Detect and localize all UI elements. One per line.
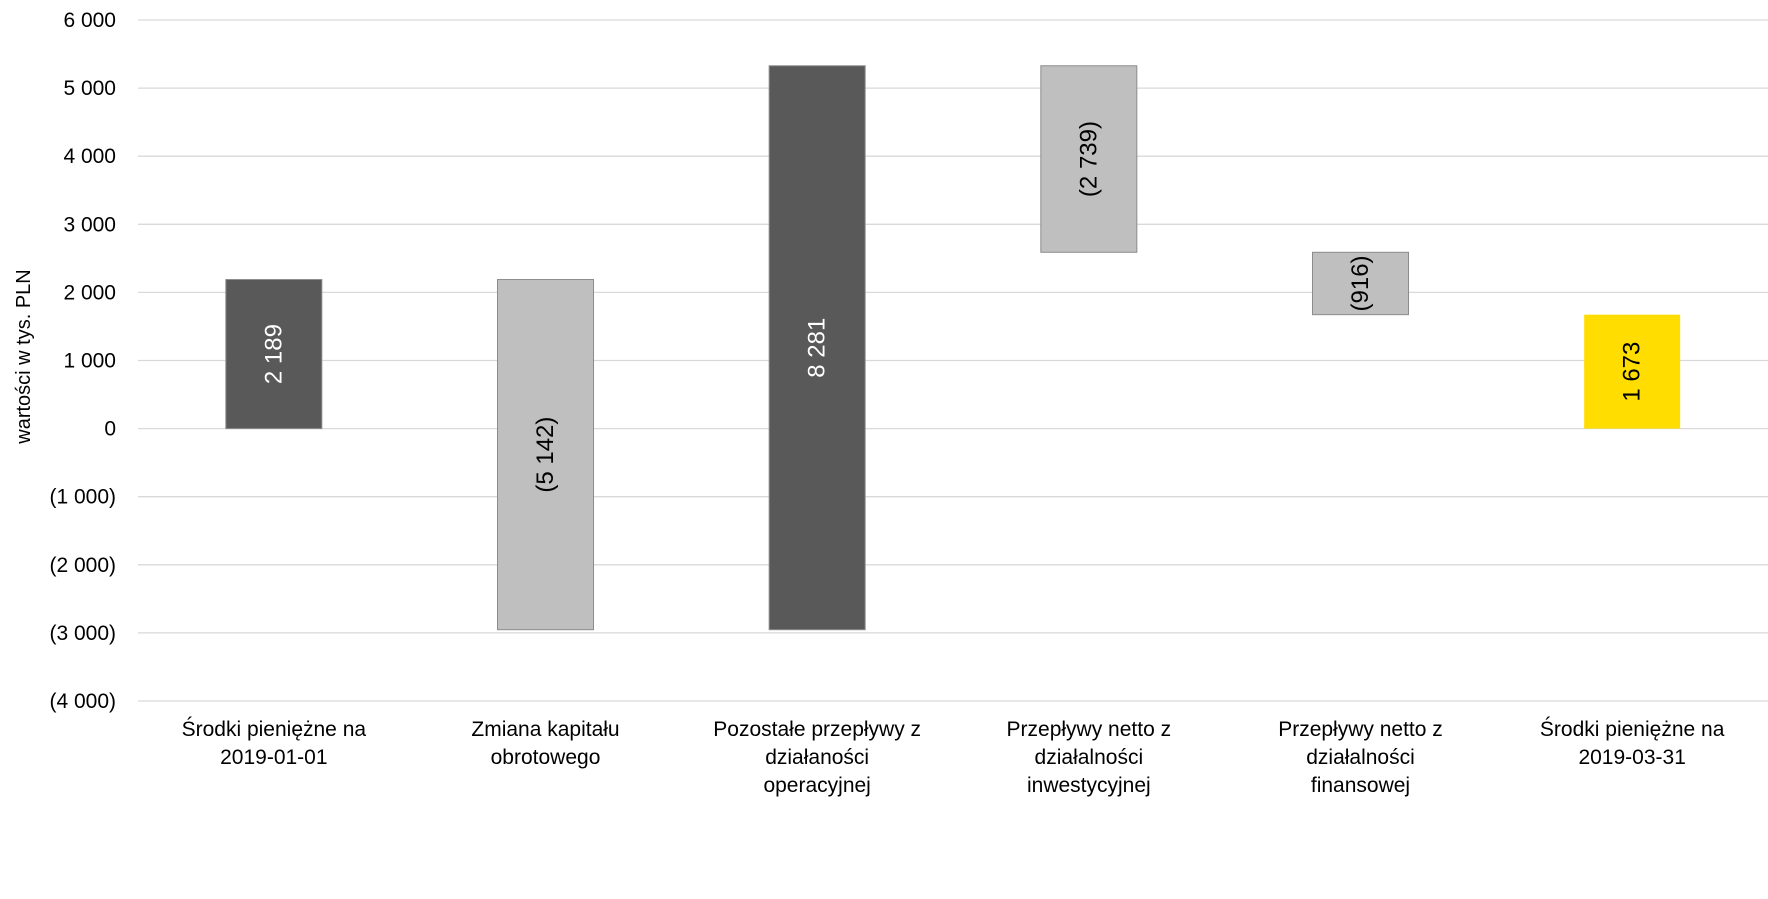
bar xyxy=(225,279,323,430)
bar-value-label: (2 739) xyxy=(1075,121,1102,197)
bar xyxy=(1040,65,1138,253)
x-category-label: Przepływy netto z działalności finansowej xyxy=(1278,718,1443,797)
y-axis-ticks: 6 000 5 000 4 000 3 000 2 000 1 000 0 (1 000) (2… xyxy=(49,9,116,713)
bars xyxy=(225,65,1681,631)
bar-value-label: 8 281 xyxy=(804,318,831,378)
bar-value-label: (5 142) xyxy=(532,417,559,493)
x-category-label: Zmiana kapitału obrotowego xyxy=(471,718,619,769)
y-tick-label: (3 000) xyxy=(49,622,116,645)
x-axis-categories: Środki pieniężne na 2019-01-01 Zmiana kapi… xyxy=(182,717,1725,797)
bar-value-label: 1 673 xyxy=(1619,342,1646,402)
y-tick-label: 2 000 xyxy=(63,281,116,304)
bar xyxy=(1312,251,1409,316)
bar-value-label: (916) xyxy=(1347,255,1374,311)
bar xyxy=(768,65,866,631)
x-category-label: Środki pieniężne na 2019-01-01 xyxy=(182,717,367,769)
bar xyxy=(497,279,594,631)
y-tick-label: (4 000) xyxy=(49,690,116,713)
y-tick-label: 3 000 xyxy=(63,213,116,236)
y-tick-label: (2 000) xyxy=(49,554,116,577)
bar-labels: 2 189 (5 142) 8 281 (2 739) (916) 1 673 xyxy=(260,121,1645,493)
bar-value-label: 2 189 xyxy=(260,324,287,384)
y-tick-label: 1 000 xyxy=(63,350,116,373)
y-tick-label: 5 000 xyxy=(63,77,116,100)
y-tick-label: (1 000) xyxy=(49,486,116,509)
x-category-label: Przepływy netto z działalności inwestycyjn… xyxy=(1007,718,1172,797)
y-tick-label: 4 000 xyxy=(63,145,116,168)
y-tick-label: 0 xyxy=(104,418,116,441)
x-category-label: Środki pieniężne na 2019-03-31 xyxy=(1540,717,1725,769)
x-category-label: Pozostałe przepływy z działaności operacyj… xyxy=(713,718,921,797)
gridlines xyxy=(138,19,1768,702)
y-tick-label: 6 000 xyxy=(63,9,116,32)
bar xyxy=(1584,314,1681,429)
y-axis-title: wartości w tys. PLN xyxy=(13,269,35,444)
